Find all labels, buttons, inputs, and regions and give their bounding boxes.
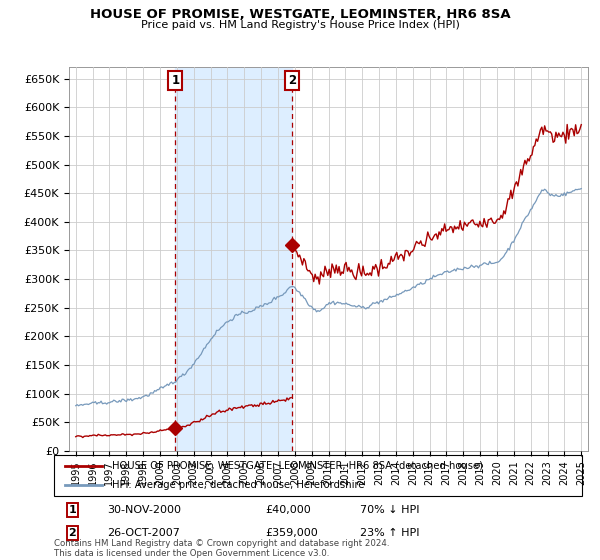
Text: HOUSE OF PROMISE, WESTGATE, LEOMINSTER, HR6 8SA: HOUSE OF PROMISE, WESTGATE, LEOMINSTER, … (89, 8, 511, 21)
Text: HOUSE OF PROMISE, WESTGATE, LEOMINSTER, HR6 8SA (detached house): HOUSE OF PROMISE, WESTGATE, LEOMINSTER, … (112, 461, 483, 471)
Text: 1: 1 (68, 505, 76, 515)
Text: £40,000: £40,000 (265, 505, 311, 515)
Text: 1: 1 (172, 74, 179, 87)
Text: Price paid vs. HM Land Registry's House Price Index (HPI): Price paid vs. HM Land Registry's House … (140, 20, 460, 30)
Text: 26-OCT-2007: 26-OCT-2007 (107, 528, 179, 538)
Text: £359,000: £359,000 (265, 528, 318, 538)
Text: 30-NOV-2000: 30-NOV-2000 (107, 505, 181, 515)
Text: HPI: Average price, detached house, Herefordshire: HPI: Average price, detached house, Here… (112, 479, 365, 489)
Bar (175, 67, 292, 451)
Text: 2: 2 (288, 74, 296, 87)
Text: Contains HM Land Registry data © Crown copyright and database right 2024.
This d: Contains HM Land Registry data © Crown c… (54, 539, 389, 558)
Text: 70% ↓ HPI: 70% ↓ HPI (360, 505, 420, 515)
Text: 23% ↑ HPI: 23% ↑ HPI (360, 528, 420, 538)
Text: 2: 2 (68, 528, 76, 538)
